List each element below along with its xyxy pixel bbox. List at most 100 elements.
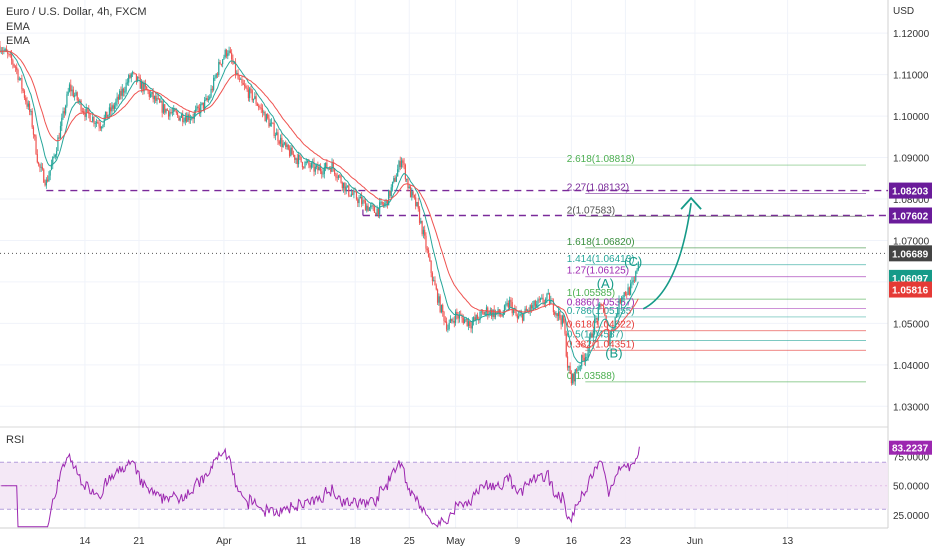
candle-body xyxy=(323,167,325,174)
projection-arrowhead xyxy=(680,196,702,210)
fib-label: 1.414(1.06413) xyxy=(567,254,635,265)
candle-body xyxy=(182,114,184,122)
candle-body xyxy=(528,310,530,312)
candle-body xyxy=(362,200,364,204)
candle-body xyxy=(610,329,612,337)
candle-body xyxy=(596,318,598,320)
candle-body xyxy=(209,96,211,100)
ema-legend-2[interactable]: EMA xyxy=(6,35,31,47)
candle-body xyxy=(516,315,518,319)
candle-body xyxy=(146,86,148,91)
candle-body xyxy=(126,82,129,84)
candle-body xyxy=(344,182,346,192)
candle-body xyxy=(29,103,31,112)
candle-body xyxy=(282,143,284,148)
candle-body xyxy=(219,61,221,64)
candle-body xyxy=(480,311,482,313)
candle-body xyxy=(482,311,484,313)
candle-body xyxy=(287,144,289,150)
candle-body xyxy=(375,212,377,216)
candle-body xyxy=(38,162,40,165)
candle-body xyxy=(350,193,352,197)
candle-body xyxy=(142,82,144,92)
candle-body xyxy=(228,50,230,54)
price-badge xyxy=(889,207,932,224)
candle-body xyxy=(336,177,338,179)
candle-body xyxy=(469,321,471,327)
candle-body xyxy=(341,182,343,189)
candle-body xyxy=(252,98,255,101)
candle-body xyxy=(148,91,150,97)
ema-fast-line xyxy=(0,50,639,364)
candle-body xyxy=(599,304,601,308)
candle-body xyxy=(166,109,168,111)
candle-body xyxy=(207,99,210,101)
candle-body xyxy=(104,111,107,118)
candle-body xyxy=(184,117,186,122)
fib-label: 2.618(1.08818) xyxy=(567,154,635,165)
candle-body xyxy=(116,96,118,102)
candle-body xyxy=(101,127,103,129)
projection-arrow[interactable] xyxy=(642,203,692,310)
candle-body xyxy=(4,48,6,51)
candle-body xyxy=(575,369,578,371)
time-axis[interactable]: 14 21 Apr 11 18 25 May 9 16 23 Jun 13 xyxy=(0,527,888,547)
candle-body xyxy=(487,307,489,316)
price-badge-label: 1.07602 xyxy=(892,211,929,222)
candle-body xyxy=(285,142,287,147)
candle-body xyxy=(270,122,273,124)
rsi-legend[interactable]: RSI xyxy=(6,434,24,446)
candle-body xyxy=(520,313,522,315)
candle-body xyxy=(68,84,71,92)
candle-body xyxy=(524,308,526,313)
candle-body xyxy=(102,124,104,128)
candle-body xyxy=(14,66,17,68)
candle-body xyxy=(588,337,591,349)
candle-body xyxy=(19,78,22,79)
candle-body xyxy=(59,125,62,139)
candle-body xyxy=(476,315,479,320)
candle-body xyxy=(507,302,509,308)
candle-body xyxy=(165,109,167,113)
candle-body xyxy=(366,205,368,211)
candle-body xyxy=(330,168,332,172)
candle-body xyxy=(189,118,192,120)
fib-label: 0.382(1.04351) xyxy=(567,339,635,350)
price-tick-label: 1.09000 xyxy=(893,154,930,165)
fib-label: 0.5(1.04587) xyxy=(567,329,624,340)
candle-body xyxy=(144,83,147,87)
candle-body xyxy=(357,199,359,204)
candle-body xyxy=(429,256,431,261)
candle-body xyxy=(62,111,64,118)
candle-body xyxy=(254,96,256,99)
candle-body xyxy=(288,149,291,157)
candle-body xyxy=(281,137,283,148)
fib-label: 0.786(1.05155) xyxy=(567,306,635,317)
candle-body xyxy=(436,289,439,303)
candle-body xyxy=(536,304,538,307)
candle-body xyxy=(225,49,228,57)
candle-body xyxy=(215,73,217,78)
candle-body xyxy=(258,105,260,108)
candle-body xyxy=(21,78,23,89)
candle-body xyxy=(403,162,405,165)
candle-body xyxy=(204,100,206,109)
candle-body xyxy=(466,318,468,326)
candle-body xyxy=(613,327,615,331)
candle-body xyxy=(496,312,498,314)
candle-body xyxy=(346,185,349,187)
candle-body xyxy=(590,333,592,338)
candle-body xyxy=(381,201,383,205)
candle-body xyxy=(493,309,495,318)
grid-lines xyxy=(0,0,888,528)
ema-legend-1[interactable]: EMA xyxy=(6,21,31,33)
candle-body xyxy=(124,91,126,93)
candle-body xyxy=(552,300,554,313)
candle-body xyxy=(402,160,404,163)
candle-body xyxy=(380,201,382,203)
candle-body xyxy=(134,73,136,74)
candle-body xyxy=(250,88,252,91)
candle-body xyxy=(264,112,266,122)
candle-body xyxy=(484,312,486,315)
